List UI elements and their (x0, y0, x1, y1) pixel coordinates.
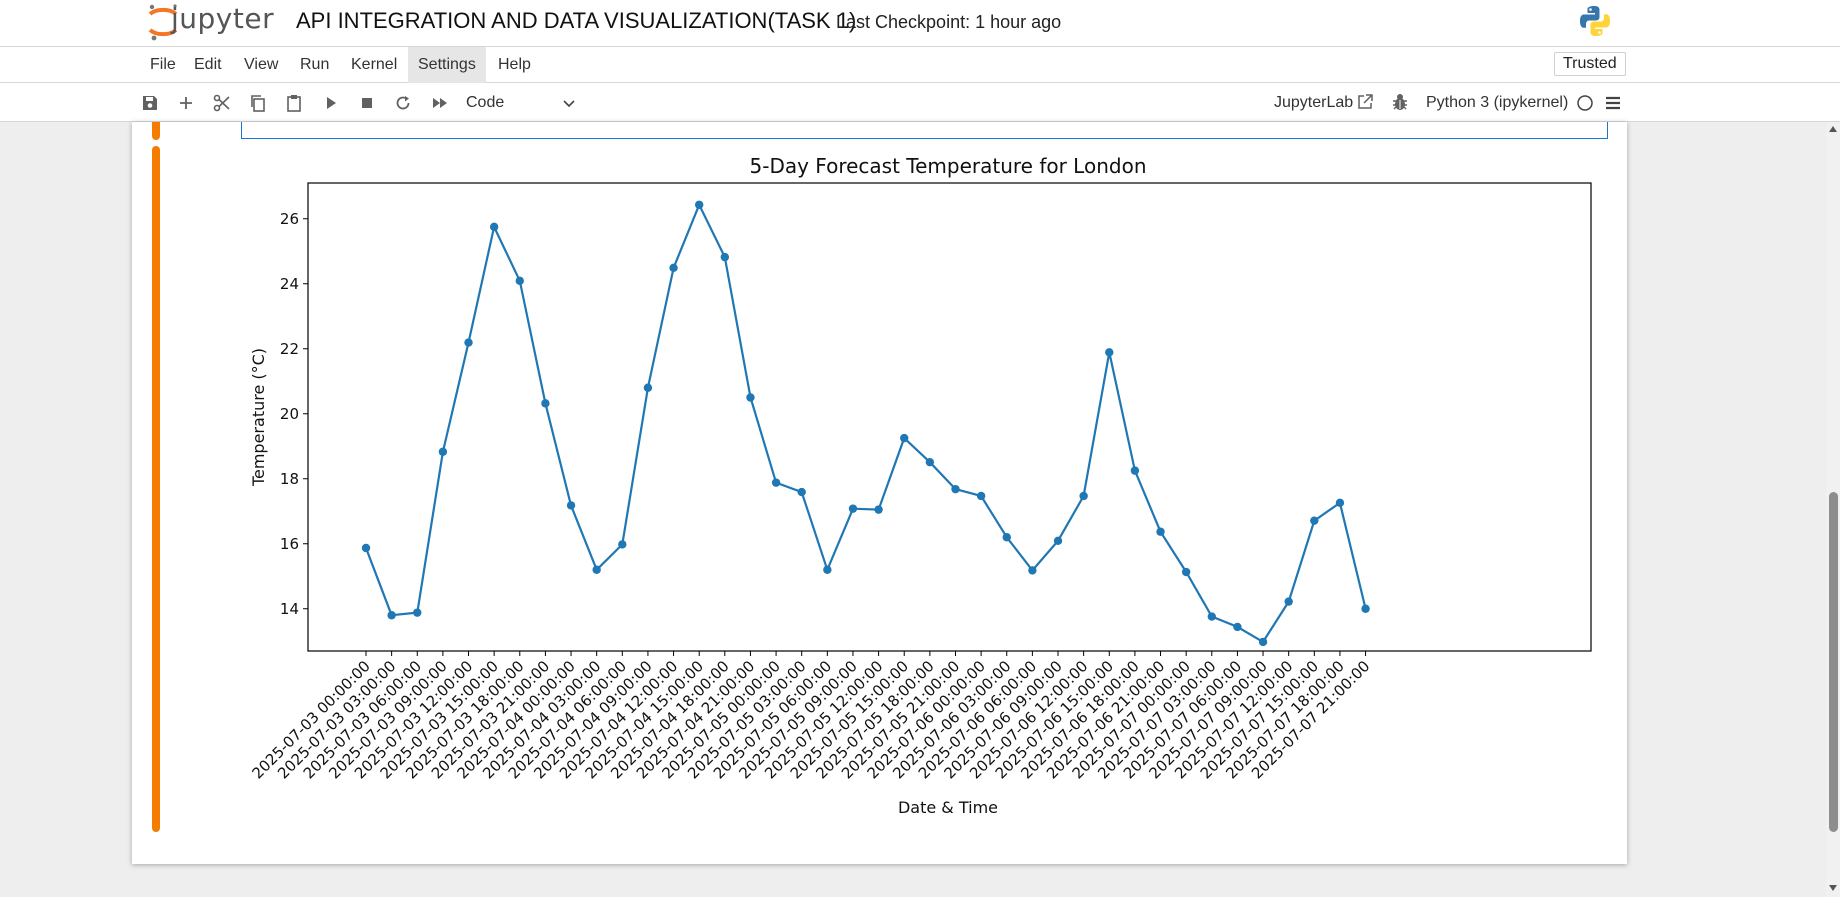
fast-forward-icon[interactable] (427, 90, 453, 116)
data-point (1310, 516, 1319, 525)
chart-title: 5-Day Forecast Temperature for London (750, 154, 1147, 178)
data-point (1130, 466, 1140, 475)
data-point (413, 608, 422, 617)
kernel-status-idle-icon (1577, 95, 1593, 111)
jupyter-wordmark[interactable]: jupyter (171, 2, 275, 35)
data-point (1335, 498, 1345, 507)
cut-icon[interactable] (209, 90, 235, 116)
top-header: jupyter API INTEGRATION AND DATA VISUALI… (0, 0, 1840, 47)
data-point (976, 491, 986, 501)
jupyterlab-link[interactable]: JupyterLab (1274, 94, 1354, 111)
data-point (925, 457, 935, 467)
menu-run[interactable]: Run (300, 56, 330, 73)
data-point (464, 338, 473, 347)
jupyter-logo-icon[interactable] (146, 2, 282, 42)
copy-icon[interactable] (245, 90, 271, 116)
data-point (387, 611, 396, 620)
data-point (618, 540, 627, 549)
last-checkpoint: Last Checkpoint: 1 hour ago (836, 12, 1062, 32)
scroll-up-arrow-icon[interactable] (1829, 125, 1837, 133)
kernel-name[interactable]: Python 3 (ipykernel) (1426, 94, 1569, 111)
data-point (643, 383, 653, 392)
data-point (489, 222, 499, 232)
hamburger-menu-icon[interactable] (1604, 94, 1622, 112)
menu-kernel[interactable]: Kernel (351, 56, 398, 73)
python-logo-icon (1580, 6, 1610, 36)
chevron-down-icon[interactable] (562, 99, 576, 109)
data-point (566, 501, 576, 510)
menu-settings[interactable]: Settings (408, 47, 486, 83)
cell-type-select[interactable]: Code (466, 94, 505, 111)
paste-icon[interactable] (281, 90, 307, 116)
notebook-toolbar: Code JupyterLab Python 3 (ipykernel) (0, 83, 1840, 122)
y-tick-label: 14 (280, 600, 299, 618)
data-point (771, 478, 781, 487)
data-point (1002, 533, 1011, 542)
notebook-panel (132, 122, 1627, 864)
data-point (874, 505, 883, 514)
external-link-icon[interactable] (1356, 93, 1374, 111)
temperature-line-chart: 5-Day Forecast Temperature for London 14… (248, 154, 1592, 817)
data-point (797, 487, 806, 497)
data-point (1053, 536, 1063, 546)
menu-bar: File Edit View Run Kernel Settings Help … (0, 47, 1840, 83)
data-point (720, 252, 730, 262)
y-tick-label: 18 (280, 470, 299, 488)
data-point (848, 504, 858, 513)
output-collapser[interactable] (152, 146, 160, 832)
temperature-series-line (364, 202, 1367, 644)
previous-cell-collapser[interactable] (152, 122, 160, 140)
data-point (438, 447, 448, 456)
y-tick-label: 26 (280, 210, 299, 228)
y-tick-label: 22 (280, 340, 299, 358)
run-icon[interactable] (318, 90, 344, 116)
scrollbar-thumb[interactable] (1829, 492, 1838, 832)
notebook-title[interactable]: API INTEGRATION AND DATA VISUALIZATION(T… (296, 8, 857, 33)
stop-icon[interactable] (354, 90, 380, 116)
data-point (669, 263, 678, 273)
trusted-indicator[interactable]: Trusted (1554, 52, 1626, 76)
temperature-series-points (361, 200, 1370, 647)
data-point (361, 543, 371, 553)
previous-cell-output[interactable] (241, 122, 1608, 139)
data-point (515, 276, 524, 286)
data-point (541, 399, 550, 408)
data-point (951, 484, 960, 494)
data-point (1181, 567, 1191, 577)
y-tick-label: 20 (280, 405, 299, 423)
data-point (1361, 604, 1370, 613)
save-icon[interactable] (137, 90, 163, 116)
scroll-down-arrow-icon[interactable] (1829, 884, 1837, 892)
data-point (1233, 622, 1242, 632)
debugger-bug-icon[interactable] (1390, 92, 1410, 112)
data-point (1105, 348, 1114, 357)
x-axis-label: Date & Time (898, 798, 998, 817)
data-point (1156, 527, 1165, 536)
data-point (900, 433, 909, 443)
data-point (1028, 566, 1037, 575)
data-point (1207, 612, 1216, 621)
restart-icon[interactable] (390, 90, 416, 116)
plot-area (307, 182, 1592, 652)
data-point (1258, 637, 1268, 647)
menu-help[interactable]: Help (498, 56, 531, 73)
y-tick-label: 16 (280, 535, 299, 553)
data-point (823, 565, 832, 574)
data-point (1284, 597, 1293, 606)
y-tick-label: 24 (280, 275, 299, 293)
menu-file[interactable]: File (150, 56, 176, 73)
y-axis-label: Temperature (°C) (249, 348, 268, 487)
data-point (694, 200, 704, 209)
data-point (1079, 491, 1088, 501)
add-icon[interactable] (173, 90, 199, 116)
menu-edit[interactable]: Edit (194, 56, 222, 73)
y-axis: 14 16 18 20 22 24 26 (280, 210, 308, 618)
data-point (746, 393, 755, 402)
data-point (592, 565, 601, 574)
menu-view[interactable]: View (244, 56, 279, 73)
